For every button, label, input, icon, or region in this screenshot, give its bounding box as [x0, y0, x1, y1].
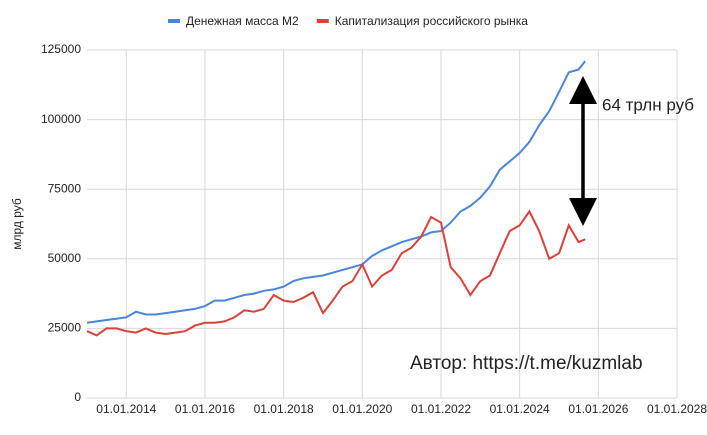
x-tick-label: 01.01.2014	[96, 402, 156, 416]
y-tick-label: 25000	[48, 321, 82, 335]
x-tick-label: 01.01.2020	[332, 402, 392, 416]
annotation: Автор: https://t.me/kuzmlab	[410, 353, 643, 374]
y-tick-label: 100000	[41, 112, 81, 126]
legend-label: Денежная масса М2	[186, 14, 299, 28]
series-line	[86, 209, 586, 337]
x-tick-label: 01.01.2018	[254, 402, 314, 416]
y-axis-label: млрд руб	[10, 198, 24, 250]
y-tick-label: 75000	[48, 181, 82, 195]
y-tick-label: 50000	[48, 251, 82, 265]
y-tick-label: 125000	[41, 42, 81, 56]
y-tick-label: 0	[74, 390, 81, 404]
series-line	[86, 60, 586, 324]
x-tick-label: 01.01.2022	[411, 402, 471, 416]
x-tick-label: 01.01.2028	[647, 402, 707, 416]
legend-label: Капитализация российского рынка	[335, 14, 529, 28]
x-tick-label: 01.01.2024	[490, 402, 550, 416]
x-tick-label: 01.01.2026	[568, 402, 628, 416]
annotation: 64 трлн руб	[602, 95, 694, 114]
x-tick-label: 01.01.2016	[175, 402, 235, 416]
